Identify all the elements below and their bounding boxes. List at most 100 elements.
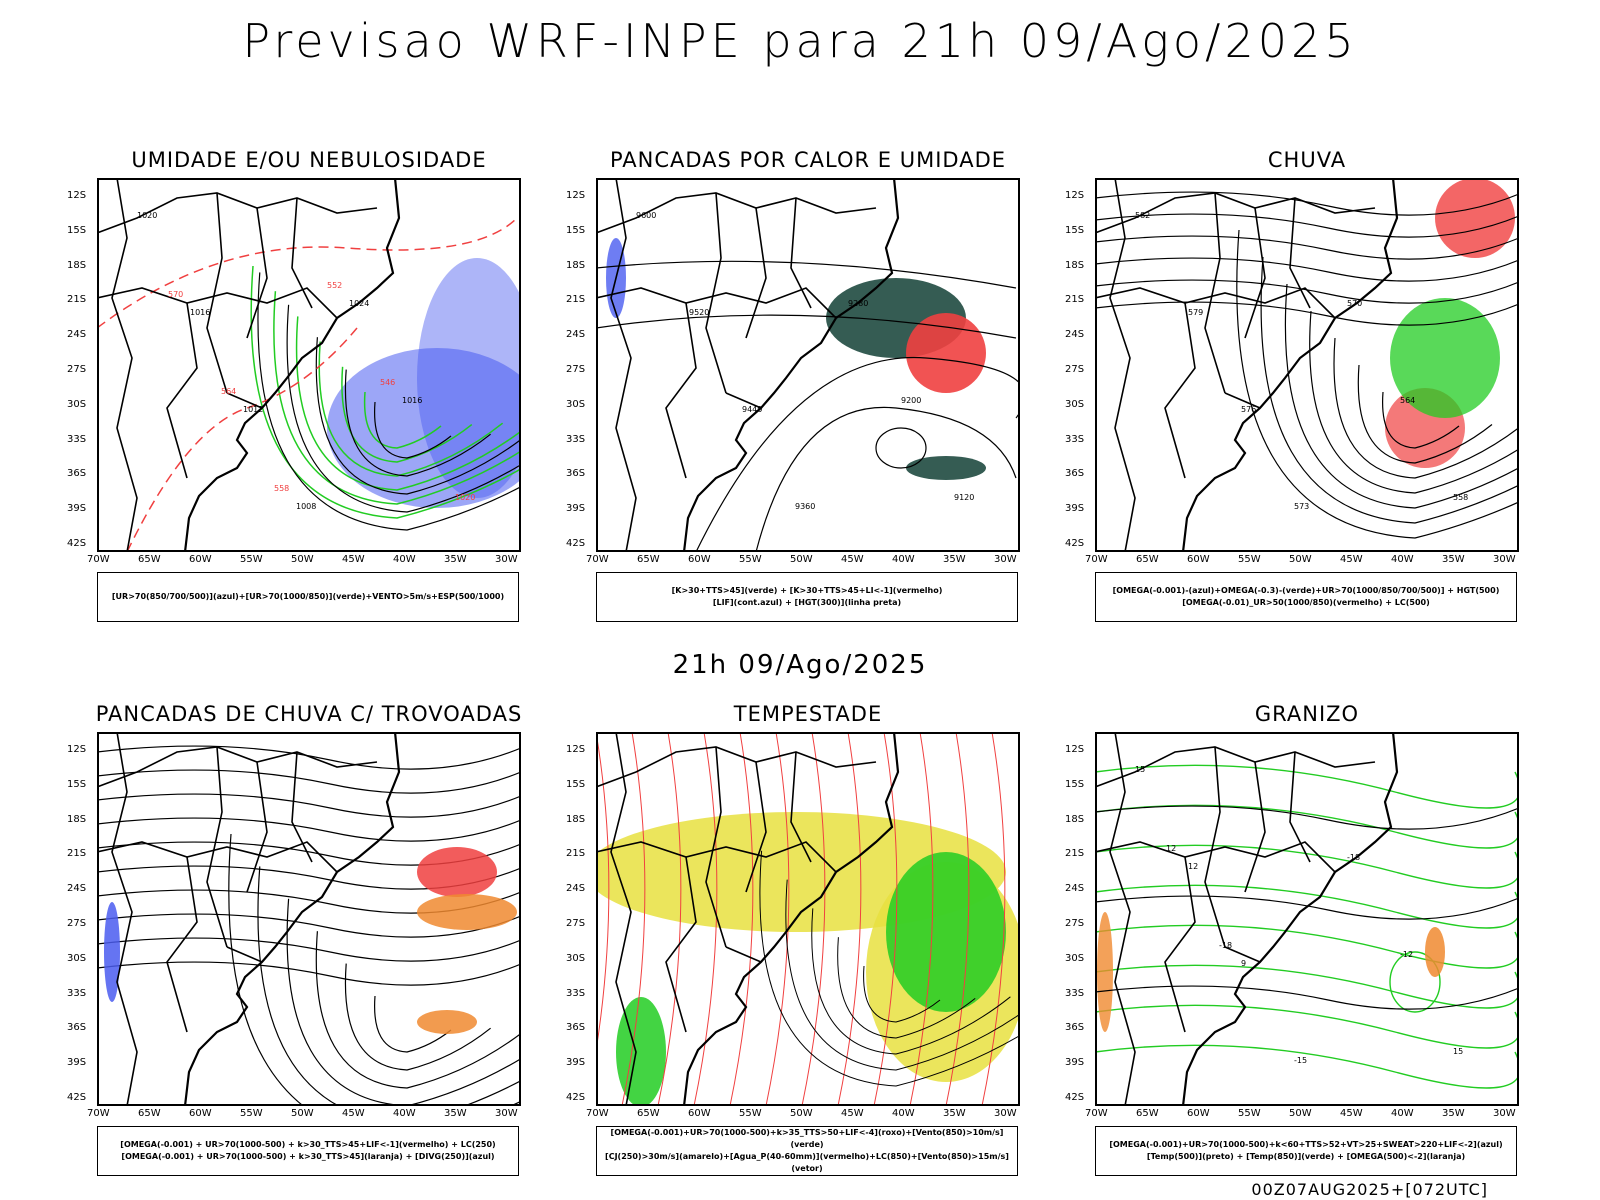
lat-tick-label: 33S bbox=[67, 987, 87, 999]
lat-tick-label: 12S bbox=[566, 744, 586, 755]
lat-tick-label: 21S bbox=[67, 848, 87, 860]
contour-label: -18 bbox=[1219, 941, 1232, 950]
country-border bbox=[596, 746, 877, 788]
contour-label: 1020 bbox=[455, 493, 475, 502]
country-border bbox=[725, 946, 762, 963]
thunderstorm-area bbox=[417, 847, 497, 897]
contour-line bbox=[1333, 337, 1519, 479]
contour-label: 12 bbox=[1166, 844, 1176, 853]
contour-label: 15 bbox=[1453, 1047, 1463, 1056]
coastline bbox=[1181, 178, 1399, 552]
legend-box: [UR>70(850/700/500)](azul)+[UR>70(1000/8… bbox=[97, 572, 519, 622]
contour-line bbox=[1382, 391, 1460, 449]
streamline bbox=[97, 793, 521, 818]
legend-box: [OMEGA(-0.001)+UR>70(1000-500)+k<60+TTS>… bbox=[1095, 1126, 1517, 1176]
lon-tick-label: 50W bbox=[790, 1108, 813, 1119]
temperature-contour bbox=[1095, 1044, 1519, 1089]
lat-tick-label: 18S bbox=[566, 259, 586, 271]
height-contour bbox=[596, 260, 1017, 289]
legend-text: [LIF](cont.azul) + [HGT(300)](linha pret… bbox=[712, 598, 902, 607]
lat-tick-label: 27S bbox=[1065, 918, 1085, 929]
country-border bbox=[665, 856, 697, 1033]
lat-tick-label: 27S bbox=[566, 918, 586, 929]
map-frame bbox=[596, 178, 1020, 552]
lon-tick-label: 60W bbox=[1187, 1108, 1210, 1119]
lon-tick-label: 35W bbox=[444, 554, 467, 565]
lat-tick-label: 30S bbox=[67, 398, 87, 410]
lon-tick-label: 70W bbox=[586, 554, 609, 565]
contour-label: 1024 bbox=[349, 299, 369, 308]
country-border bbox=[291, 197, 313, 309]
thickness-line bbox=[126, 327, 358, 552]
lon-tick-label: 65W bbox=[1136, 1108, 1159, 1119]
lon-tick-label: 60W bbox=[688, 554, 711, 565]
contour-label: 558 bbox=[1453, 493, 1468, 502]
legend-box: [OMEGA(-0.001) + UR>70(1000-500) + k>30_… bbox=[97, 1126, 519, 1176]
streamline bbox=[657, 732, 682, 1106]
lat-tick-label: 12S bbox=[67, 744, 87, 755]
contour-label: 564 bbox=[1400, 396, 1415, 405]
lat-tick-label: 39S bbox=[1065, 1057, 1085, 1069]
streamline bbox=[621, 732, 646, 1106]
lat-tick-label: 42S bbox=[566, 1092, 586, 1103]
lat-tick-label: 18S bbox=[566, 813, 586, 825]
contour-line bbox=[257, 866, 521, 1106]
country-border bbox=[1164, 302, 1196, 479]
country-border bbox=[1164, 856, 1196, 1033]
lon-tick-label: 45W bbox=[841, 1108, 864, 1119]
lat-tick-label: 15S bbox=[566, 224, 586, 236]
contour-line bbox=[295, 316, 521, 491]
main-title: Previsao WRF-INPE para 21h 09/Ago/2025 bbox=[242, 14, 1358, 68]
contour-line bbox=[363, 391, 442, 449]
shower-area bbox=[417, 1010, 477, 1034]
lon-tick-label: 35W bbox=[1442, 1108, 1465, 1119]
country-border bbox=[725, 392, 762, 409]
contour-line bbox=[250, 265, 521, 519]
contour-line bbox=[1260, 256, 1519, 524]
lat-tick-label: 15S bbox=[566, 778, 586, 790]
lon-tick-label: 55W bbox=[240, 554, 263, 565]
contour-label: 573 bbox=[1294, 502, 1309, 511]
contour-label: 1016 bbox=[402, 396, 422, 405]
country-border bbox=[1095, 287, 1336, 319]
lon-tick-label: 65W bbox=[637, 554, 660, 565]
contour-line bbox=[1236, 229, 1519, 539]
lon-tick-label: 40W bbox=[1391, 554, 1414, 565]
lat-tick-label: 39S bbox=[1065, 503, 1085, 515]
forecast-map: 9600 9520 9440 9360 9280 9200 9120 bbox=[596, 178, 1020, 552]
shower-area bbox=[417, 894, 517, 930]
map-frame bbox=[596, 732, 1020, 1106]
streamline bbox=[1095, 213, 1519, 238]
legend-text: [OMEGA(-0.001) + UR>70(1000-500) + k>30_… bbox=[120, 1140, 496, 1149]
forecast-map: 15 12 9 -15 -18 -12 15 12 -18 bbox=[1095, 732, 1519, 1106]
lon-tick-label: 70W bbox=[1085, 1108, 1108, 1119]
lat-tick-label: 36S bbox=[1065, 468, 1085, 480]
height-contour bbox=[596, 314, 1017, 339]
contour-label: 546 bbox=[380, 378, 395, 387]
streamline bbox=[765, 732, 790, 1106]
lat-tick-label: 33S bbox=[1065, 433, 1085, 445]
streamline bbox=[981, 732, 1006, 1106]
forecast-map: 582 579 576 573 570 564 558 bbox=[1095, 178, 1519, 552]
lat-tick-label: 15S bbox=[67, 778, 87, 790]
country-border bbox=[166, 302, 198, 479]
lon-tick-label: 35W bbox=[444, 1108, 467, 1119]
lat-tick-label: 21S bbox=[1065, 848, 1085, 860]
forecast-map: 1020 1016 1012 1008 1024 1016 1020 570 564 558 552… bbox=[97, 178, 521, 552]
map-frame bbox=[97, 178, 521, 552]
country-border bbox=[610, 732, 637, 1106]
contour-line bbox=[863, 965, 941, 1023]
lat-tick-label: 24S bbox=[1065, 329, 1085, 341]
streamline bbox=[97, 961, 521, 986]
streamline bbox=[945, 732, 970, 1106]
lat-tick-label: 15S bbox=[67, 224, 87, 236]
streamline bbox=[873, 732, 898, 1106]
country-border bbox=[1204, 192, 1226, 394]
height-contour bbox=[695, 356, 1020, 552]
country-border bbox=[1224, 946, 1261, 963]
lon-tick-label: 65W bbox=[138, 554, 161, 565]
contour-line bbox=[318, 341, 504, 477]
lat-tick-label: 24S bbox=[67, 883, 87, 895]
legend-text: [UR>70(850/700/500)](azul)+[UR>70(1000/8… bbox=[111, 592, 505, 601]
lon-tick-label: 40W bbox=[393, 1108, 416, 1119]
